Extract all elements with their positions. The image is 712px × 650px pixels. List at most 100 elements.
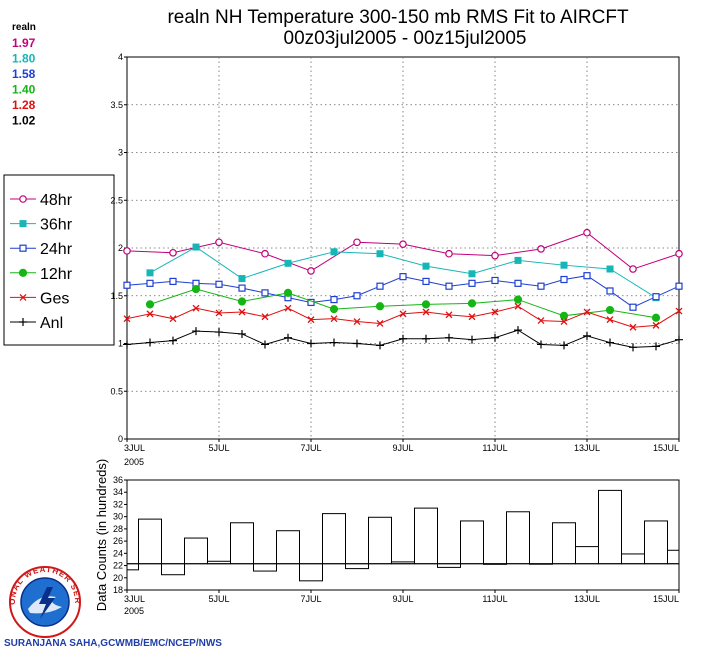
means-header: realn [12,22,36,33]
data-point [468,270,476,278]
count-bar [161,563,185,576]
data-point [514,326,522,335]
data-point [445,282,453,290]
data-point [583,308,591,316]
count-y-tick-label: 36 [113,475,123,485]
data-point [261,289,269,297]
data-point [652,293,660,301]
legend-label: 36hr [40,217,73,234]
data-point [560,318,568,325]
data-point [629,343,637,352]
data-point [238,329,246,338]
count-bar [552,522,576,565]
data-point [146,279,154,287]
data-point [215,280,223,288]
count-bar [621,553,645,565]
data-point [560,275,568,284]
data-point [146,338,154,347]
y-tick-label: 1.5 [110,291,123,301]
data-point [123,247,131,255]
count-bar [138,518,162,565]
series-36hr [146,243,660,302]
series-line [149,288,657,319]
legend-swatch-marker [19,244,27,252]
count-bar [575,546,599,565]
data-point [123,281,131,289]
data-point [675,282,683,290]
legend: 48hr 36hr 24hr 12hr Ges Anl [3,174,115,346]
legend-label: 48hr [40,192,73,209]
data-point [629,323,637,331]
data-point [537,282,545,290]
data-point [307,316,315,324]
x-tick-label: 11JUL [482,594,507,604]
count-bar [253,563,277,572]
data-point [169,315,177,323]
chart-subtitle: 00z03jul2005 - 00z15jul2005 [284,28,527,49]
count-y-tick-label: 26 [113,536,123,546]
data-point [330,315,338,323]
count-bar [126,563,139,571]
data-point [652,321,660,329]
nws-logo: NATIONAL WEATHER SERVICE [6,565,81,638]
data-point [169,277,177,286]
data-point [307,339,315,348]
data-point [283,288,293,297]
data-point [491,276,499,285]
count-ylabel: Data Counts (in hundreds) [94,459,109,611]
data-point [560,341,568,350]
data-point [145,300,155,309]
data-point [238,275,246,283]
x-tick-label: 3JUL [124,594,145,604]
legend-swatch-marker [18,268,28,277]
data-point [445,249,453,258]
data-point [261,313,269,321]
count-y-tick-label: 34 [113,487,123,497]
count-bar [598,489,622,565]
x-tick-label: 9JUL [392,594,413,604]
legend-box [3,174,115,346]
data-point [491,308,499,316]
data-point [238,308,246,316]
x-tick-label: 7JUL [300,594,321,604]
y-tick-label: 4 [118,52,123,62]
data-point [169,248,177,257]
series-line [149,246,657,299]
legend-swatch-marker [19,220,27,228]
x-tick-label: 5JUL [208,443,229,453]
data-point [353,292,361,300]
legend-item: 24hr [10,241,73,258]
data-point [376,319,384,327]
data-point [169,336,177,345]
mean-value: 1.28 [12,98,36,112]
data-point [651,313,661,322]
count-bar [414,507,438,565]
data-point [537,317,545,325]
legend-label: Ges [40,290,69,307]
data-point [353,318,361,325]
data-point [445,311,453,319]
data-point [606,265,614,273]
legend-item: 48hr [10,192,73,209]
x-year-label: 2005 [124,606,144,616]
data-point [514,256,522,264]
legend-item: Anl [10,315,63,332]
data-point [376,250,384,258]
data-point [491,333,499,342]
data-point [422,334,430,343]
legend-label: 12hr [40,266,73,283]
data-point [513,295,523,304]
x-tick-label: 9JUL [392,443,413,453]
data-point [261,340,269,349]
count-y-tick-label: 32 [113,499,123,509]
series-ges [123,302,683,331]
data-point [284,259,292,267]
data-point [376,282,384,290]
data-point [375,302,385,311]
data-point [215,309,223,317]
data-point [330,248,338,256]
data-point [192,304,200,312]
x-tick-label: 5JUL [208,594,229,604]
data-point [606,316,614,324]
legend-swatch-marker [19,293,27,301]
